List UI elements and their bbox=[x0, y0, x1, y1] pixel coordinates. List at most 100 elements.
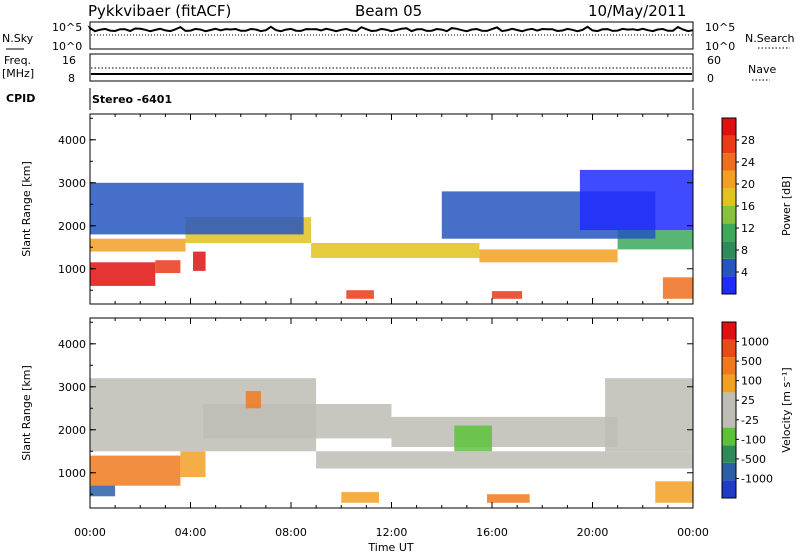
velocity-band-4 bbox=[203, 404, 392, 439]
cpid-value: Stereo -6401 bbox=[92, 93, 172, 106]
velocity-band-8 bbox=[245, 391, 261, 409]
power-band-6 bbox=[479, 249, 618, 263]
velocity-ylabel: Slant Range [km] bbox=[20, 365, 33, 461]
nsearch-tick-top: 10^5 bbox=[705, 21, 735, 34]
time-tick-label-2: 08:00 bbox=[275, 526, 307, 539]
power-panel: 1000 2000 3000 4000 Slant Range [km] 4 8 12 16 20… bbox=[20, 113, 793, 305]
power-band-2 bbox=[193, 251, 206, 271]
power-colorbar-label-3: 16 bbox=[741, 200, 755, 213]
power-band-10 bbox=[579, 169, 693, 231]
nsky-series bbox=[87, 25, 694, 33]
velocity-colorbar-swatch-6 bbox=[722, 374, 736, 393]
time-tick-label-6: 00:00 bbox=[677, 526, 709, 539]
power-ytick-label-3: 4000 bbox=[58, 134, 86, 147]
velocity-colorbar-swatch-4 bbox=[722, 410, 736, 428]
power-colorbar-swatch-0 bbox=[722, 276, 736, 294]
nsky-tick-bottom: 10^0 bbox=[52, 40, 82, 53]
nave-label: Nave bbox=[748, 63, 776, 76]
date-title: 10/May/2011 bbox=[588, 2, 686, 20]
power-band-0 bbox=[90, 262, 156, 286]
velocity-ytick-label-1: 2000 bbox=[58, 424, 86, 437]
velocity-ytick-label-0: 1000 bbox=[58, 467, 86, 480]
velocity-colorbar-swatch-9 bbox=[722, 322, 736, 340]
nsearch-tick-bottom: 10^0 bbox=[705, 40, 735, 53]
power-colorbar-swatch-8 bbox=[722, 135, 736, 154]
velocity-colorbar-swatch-5 bbox=[722, 392, 736, 410]
power-colorbar-label-2: 12 bbox=[741, 222, 755, 235]
velocity-band-2 bbox=[90, 485, 116, 497]
power-colorbar-swatch-1 bbox=[722, 258, 736, 277]
velocity-colorbar-swatch-7 bbox=[722, 357, 736, 375]
power-colorbar-swatch-3 bbox=[722, 223, 736, 242]
velocity-colorbar-label-0: 1000 bbox=[741, 336, 769, 349]
freq-label-1: Freq. bbox=[4, 54, 31, 67]
time-axis: 00:00 04:00 08:00 12:00 16:00 20:00 00:00 bbox=[74, 526, 709, 539]
power-colorbar-label-4: 20 bbox=[741, 178, 755, 191]
time-tick-label-1: 04:00 bbox=[175, 526, 207, 539]
power-colorbar-swatch-9 bbox=[722, 118, 736, 136]
velocity-colorbar-swatch-0 bbox=[722, 480, 736, 498]
velocity-band-11 bbox=[655, 481, 693, 503]
power-band-5 bbox=[311, 243, 480, 258]
velocity-colorbar-label-6: -500 bbox=[741, 453, 766, 466]
power-band-11 bbox=[346, 290, 374, 299]
nsky-panel-frame bbox=[89, 21, 694, 50]
velocity-colorbar-title: Velocity [m s⁻¹] bbox=[780, 367, 793, 452]
velocity-band-5 bbox=[316, 451, 693, 469]
velocity-colorbar-swatch-3 bbox=[722, 427, 736, 446]
nave-tick-bottom: 0 bbox=[707, 72, 714, 85]
velocity-band-9 bbox=[341, 492, 379, 503]
velocity-colorbar-swatch-2 bbox=[722, 445, 736, 463]
velocity-band-10 bbox=[487, 494, 530, 503]
velocity-colorbar-label-2: 100 bbox=[741, 375, 762, 388]
time-tick-label-3: 12:00 bbox=[376, 526, 408, 539]
velocity-band-1 bbox=[180, 451, 206, 478]
power-colorbar-label-0: 4 bbox=[741, 266, 748, 279]
time-tick-label-4: 16:00 bbox=[476, 526, 508, 539]
power-ytick-label-1: 2000 bbox=[58, 220, 86, 233]
velocity-colorbar-swatch-1 bbox=[722, 462, 736, 481]
x-axis-title: Time UT bbox=[367, 541, 413, 554]
freq-label-2: [MHz] bbox=[2, 67, 34, 80]
velocity-band-0 bbox=[90, 455, 181, 486]
velocity-colorbar-label-7: -1000 bbox=[741, 472, 773, 485]
nave-tick-top: 60 bbox=[707, 54, 721, 67]
freq-panel-frame bbox=[89, 53, 694, 82]
power-colorbar-label-6: 28 bbox=[741, 134, 755, 147]
time-tick-label-0: 00:00 bbox=[74, 526, 106, 539]
velocity-ytick-label-3: 4000 bbox=[58, 338, 86, 351]
cpid-label: CPID bbox=[6, 92, 35, 105]
power-band-13 bbox=[662, 277, 693, 299]
nsky-tick-top: 10^5 bbox=[52, 21, 82, 34]
freq-tick-bottom: 8 bbox=[68, 72, 75, 85]
velocity-panel: 1000 2000 3000 4000 Slant Range [km] 1000 500 1… bbox=[20, 317, 793, 509]
power-band-3 bbox=[90, 238, 186, 252]
power-colorbar-swatch-6 bbox=[722, 170, 736, 189]
nsearch-label: N.Search bbox=[745, 32, 795, 45]
velocity-colorbar-label-3: 25 bbox=[741, 394, 755, 407]
station-title: Pykkvibaer (fitACF) bbox=[88, 2, 231, 20]
velocity-colorbar-label-5: -100 bbox=[741, 433, 766, 446]
velocity-colorbar-swatch-8 bbox=[722, 339, 736, 358]
velocity-band-6 bbox=[391, 416, 618, 447]
velocity-ytick-label-2: 3000 bbox=[58, 381, 86, 394]
power-colorbar-swatch-4 bbox=[722, 206, 736, 224]
power-ytick-label-2: 3000 bbox=[58, 177, 86, 190]
power-colorbar-swatch-7 bbox=[722, 153, 736, 171]
velocity-colorbar-label-1: 500 bbox=[741, 355, 762, 368]
velocity-band-7 bbox=[605, 378, 693, 452]
beam-title: Beam 05 bbox=[355, 2, 422, 20]
power-colorbar-swatch-5 bbox=[722, 188, 736, 206]
nsky-trace bbox=[87, 25, 694, 36]
power-colorbar-label-5: 24 bbox=[741, 156, 755, 169]
freq-tick-top: 16 bbox=[62, 54, 76, 67]
power-colorbar-label-1: 8 bbox=[741, 244, 748, 257]
power-colorbar-title: Power [dB] bbox=[780, 176, 793, 236]
power-ytick-label-0: 1000 bbox=[58, 263, 86, 276]
power-colorbar-swatch-2 bbox=[722, 241, 736, 259]
power-band-8 bbox=[90, 182, 304, 235]
velocity-band-12 bbox=[454, 425, 492, 452]
velocity-colorbar-label-4: -25 bbox=[741, 414, 759, 427]
power-band-12 bbox=[492, 291, 523, 299]
